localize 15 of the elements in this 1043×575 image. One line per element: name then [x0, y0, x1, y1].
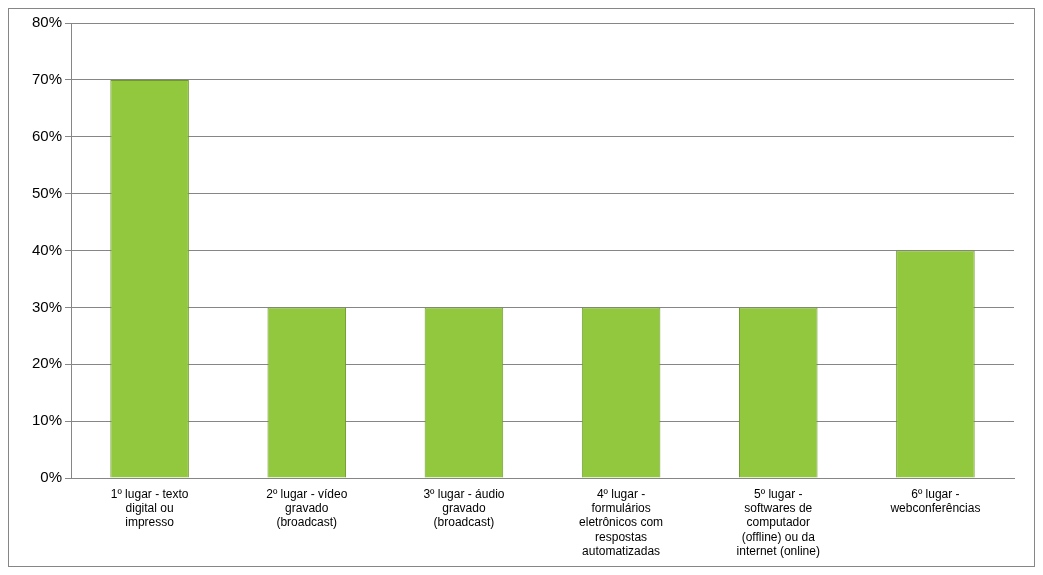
x-tick-label: 6º lugar - webconferências [889, 486, 981, 515]
y-tick-label: 0% [40, 468, 63, 486]
y-tick-label: 20% [31, 354, 63, 372]
x-tick-label: 4º lugar - formulários eletrônicos com respostas automatizadas [579, 486, 664, 559]
y-tick-label: 70% [31, 70, 63, 88]
y-tick-label: 10% [31, 411, 63, 429]
x-tick-label: 3º lugar - áudio gravado (broadcast) [423, 486, 505, 530]
y-tick-label: 50% [31, 183, 63, 201]
x-tick-label: 5º lugar - softwares de computador (offline) ou da internet (online) [736, 486, 820, 559]
y-tick-label: 30% [31, 297, 63, 315]
x-tick-label: 2º lugar - vídeo gravado (broadcast) [266, 486, 348, 530]
y-tick-label: 40% [31, 240, 63, 258]
y-tick-label: 80% [31, 13, 63, 31]
x-tick-label: 1º lugar - texto digital ou impresso [110, 486, 189, 530]
y-tick-label: 60% [31, 126, 63, 144]
